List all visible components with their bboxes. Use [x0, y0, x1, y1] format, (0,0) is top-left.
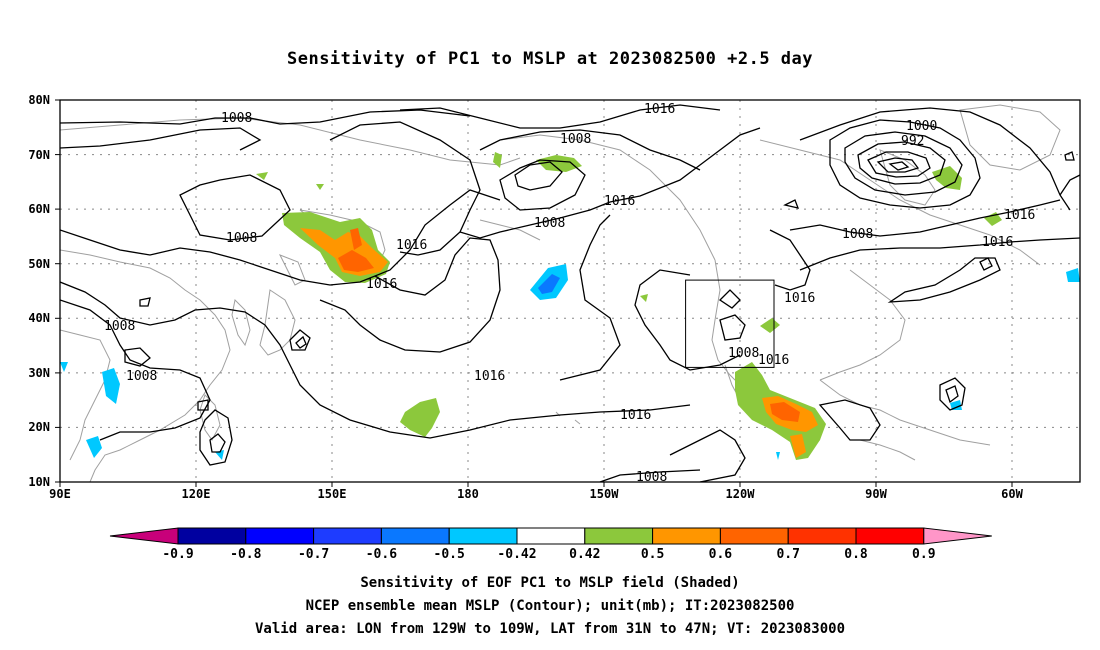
colorbar-label: -0.8: [230, 547, 261, 562]
svg-text:1016: 1016: [620, 408, 651, 423]
colorbar-min-triangle: [109, 527, 179, 545]
svg-text:1008: 1008: [226, 231, 257, 246]
svg-text:60N: 60N: [28, 202, 50, 216]
sensitivity-shading: [60, 152, 1080, 460]
colorbar-swatch: [719, 527, 789, 545]
colorbar-swatch: [448, 527, 518, 545]
svg-text:1000: 1000: [906, 119, 937, 134]
caption-line-3: Valid area: LON from 129W to 109W, LAT f…: [254, 621, 845, 637]
svg-text:120E: 120E: [182, 487, 211, 501]
svg-text:1016: 1016: [474, 369, 505, 384]
valid-area-box: [685, 279, 775, 368]
colorbar-swatch: [855, 527, 925, 545]
colorbar-label: 0.5: [641, 547, 664, 562]
colorbar-label: -0.42: [497, 547, 536, 562]
map-frame: [59, 99, 1081, 483]
colorbar-max-triangle: [923, 527, 992, 545]
latitude-labels: 80N 70N 60N 50N 40N 30N 20N 10N: [28, 93, 50, 489]
svg-text:80N: 80N: [28, 93, 50, 107]
svg-text:30N: 30N: [28, 366, 50, 380]
svg-text:1008: 1008: [636, 470, 667, 485]
svg-text:1016: 1016: [604, 194, 635, 209]
colorbar-label: 0.42: [569, 547, 600, 562]
colorbar-label: 0.9: [912, 547, 935, 562]
map-title: Sensitivity of PC1 to MSLP at 2023082500…: [286, 49, 813, 69]
svg-text:90W: 90W: [865, 487, 887, 501]
svg-text:1008: 1008: [842, 227, 873, 242]
svg-text:1016: 1016: [758, 353, 789, 368]
svg-text:20N: 20N: [28, 420, 50, 434]
svg-text:1008: 1008: [221, 111, 252, 126]
longitude-labels: 90E 120E 150E 180 150W 120W 90W 60W: [49, 487, 1023, 501]
colorbar-swatch: [516, 527, 586, 545]
mslp-contours: [60, 104, 1080, 482]
colorbar-swatch: [652, 527, 721, 545]
colorbar-swatch: [380, 527, 450, 545]
svg-text:1016: 1016: [1004, 208, 1035, 223]
colorbar-swatch: [584, 527, 654, 545]
svg-text:992: 992: [901, 134, 924, 149]
map-background: [60, 100, 1080, 482]
svg-text:120W: 120W: [726, 487, 756, 501]
colorbar-swatch: [245, 527, 315, 545]
colorbar-label: 0.6: [709, 547, 733, 562]
colorbar-swatch: [313, 527, 382, 545]
svg-text:40N: 40N: [28, 311, 50, 325]
svg-text:1016: 1016: [396, 238, 427, 253]
svg-text:10N: 10N: [28, 475, 50, 489]
contour-labels: 1008 1008 1016 1016 1016 1016 1008 1008 …: [104, 102, 1035, 485]
colorbar-label: 0.8: [844, 547, 868, 562]
colorbar: -0.9 -0.8 -0.7 -0.6 -0.5 -0.42 0.42 0.5 0.6 0.7 0.…: [109, 527, 992, 562]
svg-text:50N: 50N: [28, 257, 50, 271]
svg-text:60W: 60W: [1001, 487, 1023, 501]
svg-text:1016: 1016: [784, 291, 815, 306]
svg-text:1008: 1008: [560, 132, 591, 147]
colorbar-swatch: [177, 527, 247, 545]
colorbar-label: 0.7: [776, 547, 799, 562]
colorbar-label: -0.7: [298, 547, 329, 562]
colorbar-label: -0.5: [434, 547, 465, 562]
caption-line-1: Sensitivity of EOF PC1 to MSLP field (Sh…: [360, 575, 740, 591]
svg-text:70N: 70N: [28, 148, 50, 162]
svg-text:1016: 1016: [982, 235, 1013, 250]
svg-text:1008: 1008: [728, 346, 759, 361]
colorbar-swatch: [787, 527, 857, 545]
colorbar-label: -0.9: [162, 547, 193, 562]
svg-text:150E: 150E: [318, 487, 347, 501]
svg-text:1008: 1008: [104, 319, 135, 334]
colorbar-label: -0.6: [366, 547, 397, 562]
caption-line-2: NCEP ensemble mean MSLP (Contour); unit(…: [305, 598, 795, 614]
axis-ticks: [55, 99, 1013, 487]
svg-text:180: 180: [457, 487, 479, 501]
svg-text:1008: 1008: [534, 216, 565, 231]
svg-text:90E: 90E: [49, 487, 71, 501]
svg-text:150W: 150W: [590, 487, 620, 501]
svg-text:1008: 1008: [126, 369, 157, 384]
svg-text:1016: 1016: [644, 102, 675, 117]
svg-text:1016: 1016: [366, 277, 397, 292]
